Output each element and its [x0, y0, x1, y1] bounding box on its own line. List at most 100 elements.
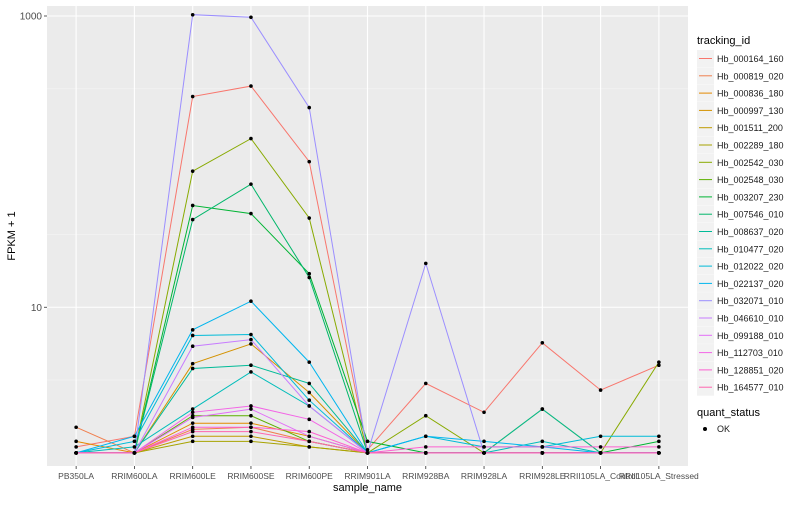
data-point [132, 451, 137, 455]
data-point [598, 434, 603, 439]
data-point [307, 429, 312, 434]
x-tick-label: RRIM600PE [286, 471, 334, 481]
data-point [190, 217, 195, 222]
legend-item-label: Hb_002289_180 [717, 141, 784, 151]
data-point [249, 425, 253, 430]
data-point [307, 271, 312, 276]
data-point [74, 445, 78, 449]
data-point [423, 434, 428, 439]
data-point [249, 136, 253, 141]
y-axis-title: FPKM + 1 [6, 211, 18, 260]
axes-layer: sample_name FPKM + 1 [6, 211, 402, 494]
data-point [365, 451, 370, 455]
x-tick-label: RRII105LA_Control [564, 471, 638, 481]
data-point [657, 451, 661, 455]
legend-item-label: Hb_022137_020 [717, 279, 784, 289]
data-point [307, 390, 312, 395]
data-point [249, 342, 253, 346]
data-point [540, 407, 545, 411]
legend-item-label: Hb_046610_010 [717, 314, 784, 324]
x-tick-label: RRII105LA_Stressed [619, 471, 699, 481]
legend-item-label: Hb_164577_010 [717, 383, 784, 393]
legend-item-label: Hb_000819_020 [717, 71, 784, 81]
data-point [598, 451, 603, 455]
data-point [307, 381, 312, 386]
data-point [307, 434, 312, 439]
legend-item-label: Hb_003207_230 [717, 192, 784, 202]
legend-item-label: Hb_002548_030 [717, 175, 784, 185]
data-point [132, 439, 137, 444]
legend-item-label: Hb_032071_010 [717, 296, 784, 306]
data-point [307, 216, 312, 220]
data-point [307, 404, 312, 408]
quant-status-legend-label: OK [717, 424, 730, 434]
data-point [132, 434, 137, 439]
data-point [249, 182, 253, 186]
data-point [598, 388, 603, 392]
data-point [132, 445, 137, 449]
data-point [190, 328, 195, 332]
data-point [657, 434, 661, 439]
legend-item-label: Hb_128851_020 [717, 365, 784, 375]
data-point [190, 344, 195, 349]
legend-item-label: Hb_010477_020 [717, 244, 784, 254]
legend-item-label: Hb_000997_130 [717, 106, 784, 116]
x-tick-label: RRIM600LA [111, 471, 158, 481]
data-point [190, 407, 195, 411]
quant-status-legend-title: quant_status [697, 407, 760, 419]
data-point [307, 439, 312, 444]
data-point [249, 439, 253, 444]
data-point [249, 211, 253, 216]
data-point [423, 451, 428, 455]
data-point [249, 299, 253, 304]
x-axis-title: sample_name [333, 482, 402, 494]
x-tick-label: RRIM600SE [227, 471, 275, 481]
data-point [657, 439, 661, 444]
data-point [657, 363, 661, 368]
data-point [307, 398, 312, 403]
plot-panel: 10 1000 PB350LA RRIM600LA RRIM600LE RRIM600SE… [20, 6, 699, 481]
data-point [307, 417, 312, 422]
data-point [190, 94, 195, 99]
y-tick-label: 10 [31, 303, 43, 314]
x-tick-label: PB350LA [58, 471, 94, 481]
data-point [540, 341, 545, 345]
x-tick-label: RRIM928BA [402, 471, 450, 481]
data-point [249, 407, 253, 411]
data-point [190, 333, 195, 338]
legend-item-label: Hb_002542_030 [717, 158, 784, 168]
data-point [249, 404, 253, 408]
data-point [190, 203, 195, 208]
data-point [249, 84, 253, 88]
data-point [190, 425, 195, 430]
legend-item-label: Hb_001511_200 [717, 123, 783, 133]
x-tick-label: RRIM901LA [344, 471, 391, 481]
legend-item-label: Hb_000164_160 [717, 54, 784, 64]
legend-item-label: Hb_099188_010 [717, 331, 784, 341]
data-point [423, 381, 428, 386]
data-point [365, 439, 370, 444]
data-point [190, 12, 195, 17]
data-point [482, 410, 486, 415]
x-tick-label: RRIM928LE [519, 471, 566, 481]
data-point [307, 105, 312, 110]
legend-title: tracking_id [697, 35, 750, 47]
x-tick-label: RRIM600LE [170, 471, 217, 481]
data-point [74, 451, 78, 455]
data-point [540, 451, 545, 455]
data-point [74, 439, 78, 444]
data-point [482, 445, 486, 449]
data-point [423, 413, 428, 418]
data-point [190, 421, 195, 425]
data-point [249, 413, 253, 418]
data-point [365, 448, 370, 452]
data-point [190, 415, 195, 420]
data-point [307, 360, 312, 364]
data-point [190, 361, 195, 366]
legend: tracking_id Hb_000164_160 Hb_000819_020 Hb… [697, 35, 784, 434]
data-point [249, 332, 253, 337]
data-point [190, 410, 195, 415]
data-point [190, 439, 195, 444]
legend-item-label: Hb_000836_180 [717, 89, 784, 99]
